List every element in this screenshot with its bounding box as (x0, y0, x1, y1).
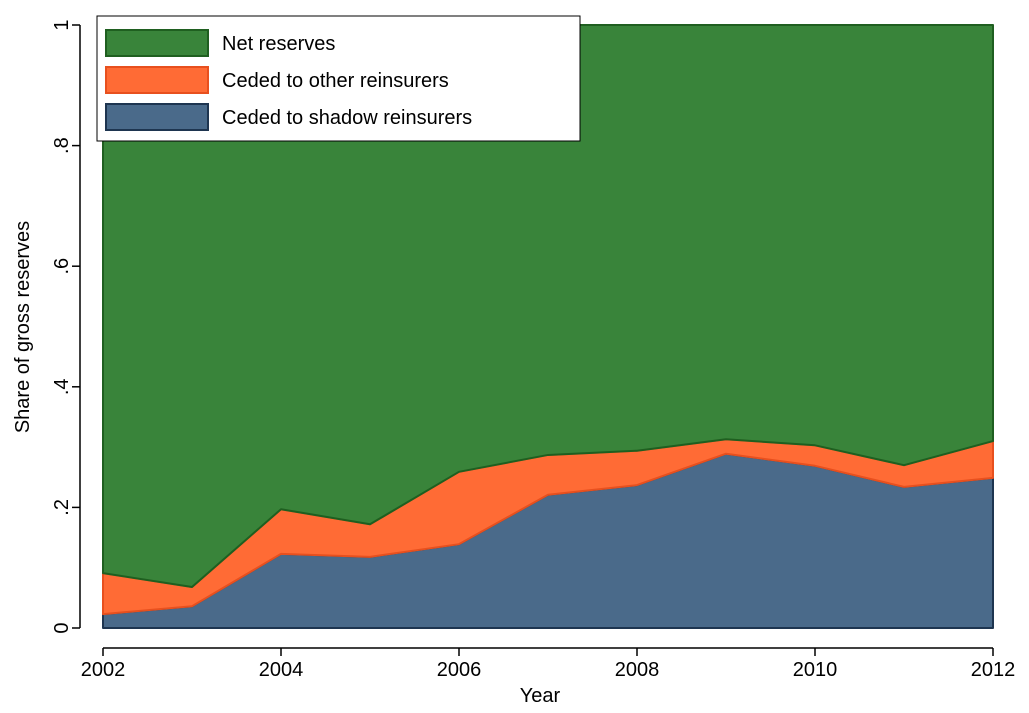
x-tick-label: 2002 (81, 659, 126, 681)
y-tick-label: .4 (51, 378, 73, 395)
x-tick-label: 2006 (437, 659, 482, 681)
legend-swatch (105, 103, 209, 131)
y-tick-label: .2 (51, 499, 73, 516)
legend-swatch (105, 66, 209, 94)
legend-label: Ceded to other reinsurers (222, 70, 449, 92)
x-tick-label: 2008 (615, 659, 660, 681)
y-tick-label: .6 (51, 258, 73, 275)
legend-swatch (105, 29, 209, 57)
x-tick-label: 2012 (971, 659, 1016, 681)
legend-label: Net reserves (222, 33, 335, 55)
legend-label: Ceded to shadow reinsurers (222, 107, 472, 129)
y-tick-label: 1 (51, 19, 73, 30)
x-axis-title: Year (520, 685, 561, 707)
x-tick-label: 2004 (259, 659, 304, 681)
y-tick-label: .8 (51, 137, 73, 154)
y-tick-label: 0 (51, 622, 73, 633)
y-axis-title: Share of gross reserves (12, 221, 34, 433)
x-tick-label: 2010 (793, 659, 838, 681)
